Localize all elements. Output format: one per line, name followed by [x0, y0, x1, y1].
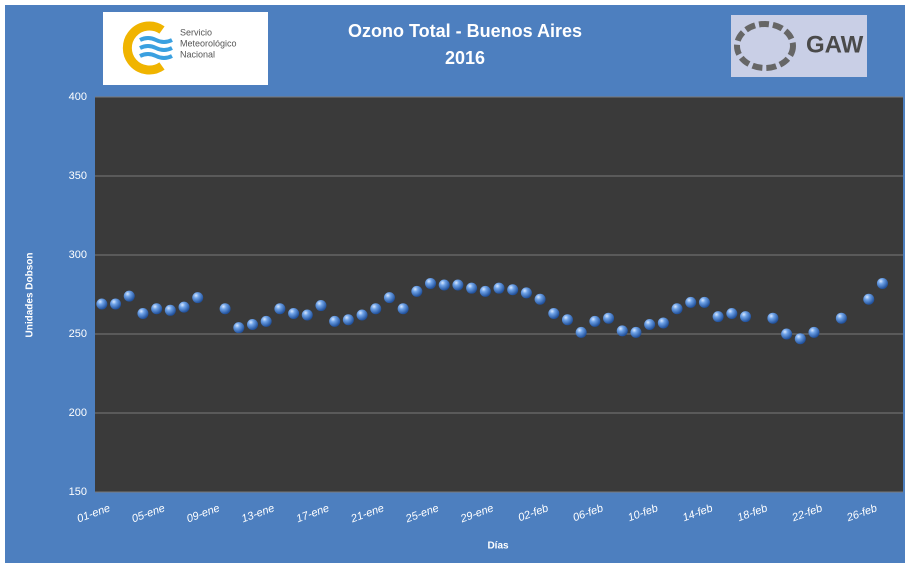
logo-text: GAW	[806, 31, 864, 58]
point	[96, 298, 108, 310]
point	[685, 296, 697, 308]
point	[726, 307, 738, 319]
point	[548, 307, 560, 319]
point	[630, 326, 642, 338]
point	[151, 303, 163, 315]
point	[466, 282, 478, 294]
chart-title: 2016	[445, 48, 485, 68]
plot-area	[95, 97, 903, 492]
point	[137, 307, 149, 319]
point	[712, 311, 724, 323]
point	[123, 290, 135, 302]
point	[493, 282, 505, 294]
point	[452, 279, 464, 291]
y-tick-label: 400	[69, 91, 87, 103]
point	[479, 285, 491, 297]
point	[411, 285, 423, 297]
y-axis-label: Unidades Dobson	[25, 252, 36, 337]
point	[657, 317, 669, 329]
point	[356, 309, 368, 321]
point	[863, 293, 875, 305]
logo-text: Meteorológico	[180, 38, 237, 48]
point	[288, 307, 300, 319]
point	[397, 303, 409, 315]
point	[370, 303, 382, 315]
point	[342, 314, 354, 326]
point	[671, 303, 683, 315]
point	[616, 325, 628, 337]
point	[575, 326, 587, 338]
smn-logo: Servicio Meteorológico Nacional	[103, 12, 268, 85]
point	[425, 277, 437, 289]
point	[383, 292, 395, 304]
point	[164, 304, 176, 316]
point	[260, 315, 272, 327]
point	[246, 319, 258, 331]
chart-title: Ozono Total - Buenos Aires	[348, 21, 582, 41]
point	[589, 315, 601, 327]
point	[110, 298, 122, 310]
logo-waves	[139, 36, 173, 60]
point	[192, 292, 204, 304]
point	[178, 301, 190, 313]
point	[644, 319, 656, 331]
y-tick-label: 150	[69, 486, 87, 498]
point	[507, 284, 519, 296]
point	[876, 277, 888, 289]
point	[233, 322, 245, 334]
point	[274, 303, 286, 315]
point	[301, 309, 313, 321]
point	[520, 287, 532, 299]
point	[438, 279, 450, 291]
point	[781, 328, 793, 340]
gaw-logo: GAW	[731, 15, 867, 77]
point	[794, 333, 806, 345]
point	[808, 326, 820, 338]
y-tick-label: 200	[69, 407, 87, 419]
x-axis-label: Días	[487, 541, 509, 552]
logo-ring	[734, 21, 796, 71]
y-tick-label: 300	[69, 249, 87, 261]
point	[534, 293, 546, 305]
point	[219, 303, 231, 315]
point	[740, 311, 752, 323]
point	[329, 315, 341, 327]
logo-text: Servicio	[180, 27, 212, 37]
point	[835, 312, 847, 324]
logo-arc	[122, 21, 165, 75]
y-tick-label: 350	[69, 170, 87, 182]
point	[315, 300, 327, 312]
logo-text: Nacional	[180, 49, 215, 59]
y-tick-label: 250	[69, 328, 87, 340]
point	[767, 312, 779, 324]
point	[561, 314, 573, 326]
point	[698, 296, 710, 308]
point	[603, 312, 615, 324]
